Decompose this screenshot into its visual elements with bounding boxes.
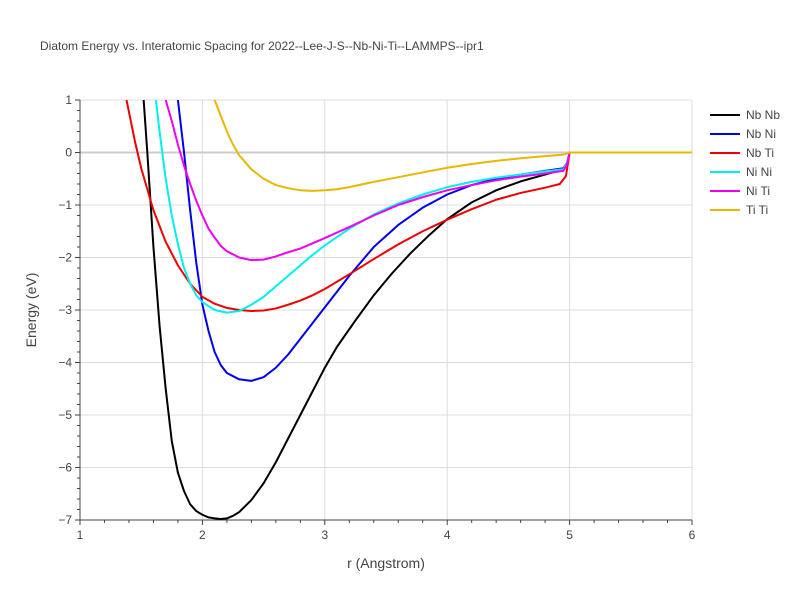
legend-item-ni-ni[interactable]: Ni Ni <box>710 165 772 179</box>
series-line-ni-ti <box>164 100 692 262</box>
x-tick-label-4: 5 <box>566 528 573 542</box>
series-line-nb-nb <box>142 100 692 520</box>
y-tick-label-1: 0 <box>65 146 72 160</box>
legend-item-nb-ni[interactable]: Nb Ni <box>710 127 776 141</box>
y-tick-label-5: −4 <box>58 356 72 370</box>
x-axis-ticks: 1 2 3 4 5 6 <box>77 520 696 542</box>
legend-label-ni-ti: Ni Ti <box>746 184 770 198</box>
legend-item-ni-ti[interactable]: Ni Ti <box>710 184 770 198</box>
legend-label-ti-ti: Ti Ti <box>746 203 768 217</box>
x-tick-label-2: 3 <box>321 528 328 542</box>
y-tick-label-3: −2 <box>58 251 72 265</box>
y-tick-label-0: 1 <box>65 93 72 107</box>
legend-label-nb-ti: Nb Ti <box>746 146 774 160</box>
chart-title: Diatom Energy vs. Interatomic Spacing fo… <box>40 39 484 53</box>
legend-item-ti-ti[interactable]: Ti Ti <box>710 203 768 217</box>
legend[interactable]: Nb Nb Nb Ni Nb Ti Ni Ni Ni Ti Ti Ti <box>710 108 780 217</box>
series-line-ti-ti <box>213 100 692 192</box>
series-line-ni-ni <box>154 100 692 314</box>
grid-lines <box>80 99 693 520</box>
legend-label-nb-ni: Nb Ni <box>746 127 776 141</box>
x-tick-label-5: 6 <box>689 528 696 542</box>
plot-area <box>125 100 692 520</box>
y-axis-title: Energy (eV) <box>23 273 39 348</box>
series-line-nb-ni <box>176 100 692 382</box>
series-line-nb-ti <box>125 100 692 313</box>
y-axis-ticks: 1 0 −1 −2 −3 −4 −5 −6 −7 <box>58 93 80 527</box>
y-tick-label-8: −7 <box>58 513 72 527</box>
x-tick-label-3: 4 <box>444 528 451 542</box>
y-tick-label-6: −5 <box>58 408 72 422</box>
legend-label-nb-nb: Nb Nb <box>746 108 780 122</box>
x-tick-label-0: 1 <box>77 528 84 542</box>
legend-item-nb-ti[interactable]: Nb Ti <box>710 146 774 160</box>
y-tick-label-2: −1 <box>58 198 72 212</box>
legend-label-ni-ni: Ni Ni <box>746 165 772 179</box>
x-axis-title: r (Angstrom) <box>347 555 425 571</box>
x-tick-label-1: 2 <box>199 528 206 542</box>
legend-item-nb-nb[interactable]: Nb Nb <box>710 108 780 122</box>
y-tick-label-7: −6 <box>58 461 72 475</box>
y-tick-label-4: −3 <box>58 303 72 317</box>
